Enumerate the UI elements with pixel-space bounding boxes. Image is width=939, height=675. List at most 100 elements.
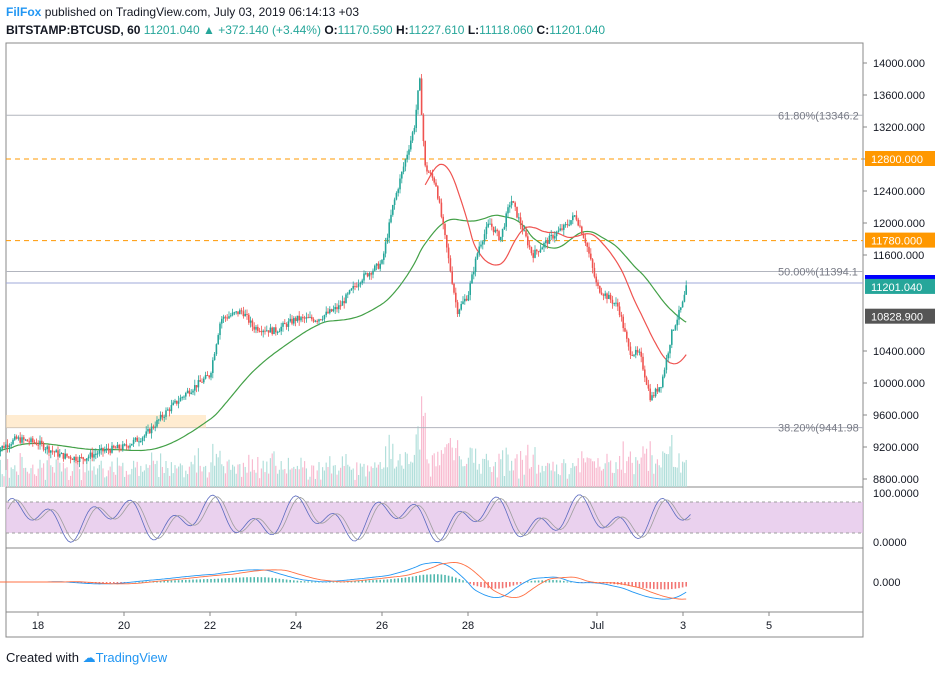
volume-bar bbox=[246, 472, 248, 487]
volume-bar bbox=[664, 452, 666, 487]
candle-body bbox=[129, 445, 131, 448]
macd-histogram-bar bbox=[307, 581, 309, 583]
candle-body bbox=[500, 236, 502, 241]
candle-body bbox=[78, 457, 81, 462]
macd-histogram-bar bbox=[239, 577, 241, 583]
volume-bar bbox=[413, 454, 415, 487]
volume-bar bbox=[95, 474, 97, 487]
volume-bar bbox=[597, 458, 599, 487]
chart-canvas[interactable]: 14000.000 13600.000 13200.000 12800.000 1240… bbox=[0, 0, 939, 645]
volume-bar bbox=[136, 461, 138, 487]
candle-body bbox=[570, 220, 572, 225]
candle-body bbox=[602, 294, 605, 296]
author-name[interactable]: FilFox bbox=[6, 5, 42, 19]
macd-histogram-bar bbox=[447, 575, 450, 583]
candle-body bbox=[604, 293, 606, 296]
volume-bar bbox=[514, 458, 516, 487]
candle-body bbox=[87, 456, 90, 459]
volume-bar bbox=[109, 466, 111, 487]
candle-body bbox=[267, 330, 270, 333]
volume-bar bbox=[273, 451, 275, 487]
macd-histogram-bar bbox=[188, 579, 191, 583]
macd-histogram-bar bbox=[260, 577, 263, 583]
volume-bar bbox=[539, 472, 541, 487]
volume-bar bbox=[611, 472, 613, 487]
candle-body bbox=[505, 213, 507, 227]
candle-body bbox=[678, 309, 680, 320]
volume-bar bbox=[134, 467, 136, 487]
volume-bar bbox=[269, 458, 271, 487]
candle-body bbox=[192, 390, 194, 393]
x-tick-label: 18 bbox=[32, 620, 44, 632]
volume-bar bbox=[341, 456, 343, 487]
candle-body bbox=[0, 448, 2, 453]
macd-histogram-bar bbox=[278, 578, 281, 583]
volume-bar bbox=[332, 465, 334, 487]
candle-body bbox=[624, 328, 626, 332]
volume-bar bbox=[3, 476, 5, 487]
volume-bar bbox=[206, 477, 208, 487]
volume-bar bbox=[232, 464, 234, 487]
volume-bar bbox=[365, 476, 367, 487]
candle-body bbox=[19, 437, 21, 443]
candle-body bbox=[26, 439, 29, 442]
volume-bar bbox=[624, 473, 626, 487]
change-up-icon: ▲ bbox=[202, 23, 215, 37]
candle-body bbox=[253, 326, 255, 330]
candle-body bbox=[105, 448, 108, 451]
macd-histogram-bar bbox=[631, 582, 633, 587]
candle-body bbox=[204, 375, 207, 379]
macd-histogram-bar bbox=[404, 577, 407, 583]
volume-bar bbox=[235, 473, 237, 487]
volume-bar bbox=[557, 474, 559, 487]
volume-bar bbox=[230, 469, 232, 487]
volume-bar bbox=[633, 474, 635, 487]
candle-body bbox=[483, 234, 486, 242]
candle-body bbox=[464, 298, 466, 302]
candle-body bbox=[379, 263, 381, 269]
volume-bar bbox=[8, 477, 10, 487]
candle-body bbox=[48, 446, 50, 453]
candle-body bbox=[411, 132, 414, 141]
candle-body bbox=[165, 410, 167, 417]
candle-body bbox=[348, 290, 351, 294]
stoch-k-line bbox=[7, 494, 691, 543]
tradingview-link[interactable]: TradingView bbox=[95, 650, 168, 665]
candle-body bbox=[350, 288, 353, 291]
volume-bar bbox=[511, 460, 513, 487]
volume-bar bbox=[183, 477, 185, 487]
candle-body bbox=[35, 442, 38, 445]
volume-bar bbox=[165, 460, 167, 487]
candle-body bbox=[116, 444, 119, 449]
candle-body bbox=[451, 271, 453, 284]
volume-bar bbox=[28, 473, 30, 487]
volume-bar bbox=[379, 462, 381, 487]
macd-histogram-bar bbox=[512, 582, 515, 586]
volume-bar bbox=[118, 465, 120, 487]
volume-bar bbox=[320, 479, 322, 487]
candle-body bbox=[262, 330, 264, 333]
y-tick-label: 13600.000 bbox=[873, 90, 925, 102]
volume-bar bbox=[185, 470, 187, 487]
candle-body bbox=[638, 351, 641, 353]
candle-body bbox=[671, 329, 673, 345]
candle-body bbox=[44, 449, 47, 451]
volume-bar bbox=[394, 468, 396, 487]
candle-body bbox=[419, 78, 421, 91]
y-tick-label: 11600.000 bbox=[873, 250, 924, 262]
candle-body bbox=[91, 452, 93, 458]
candle-body bbox=[361, 280, 363, 283]
volume-bar bbox=[628, 456, 630, 487]
macd-histogram-bar bbox=[509, 582, 511, 587]
macd-histogram-bar bbox=[181, 579, 183, 583]
candle-body bbox=[629, 346, 632, 355]
volume-bar bbox=[138, 475, 140, 487]
volume-bar bbox=[442, 453, 444, 487]
candle-body bbox=[440, 202, 443, 217]
volume-bar bbox=[469, 447, 471, 487]
candle-body bbox=[503, 226, 506, 229]
macd-histogram-bar bbox=[354, 580, 356, 583]
candle-body bbox=[176, 400, 178, 404]
candle-body bbox=[210, 372, 212, 378]
volume-bar bbox=[124, 476, 126, 487]
